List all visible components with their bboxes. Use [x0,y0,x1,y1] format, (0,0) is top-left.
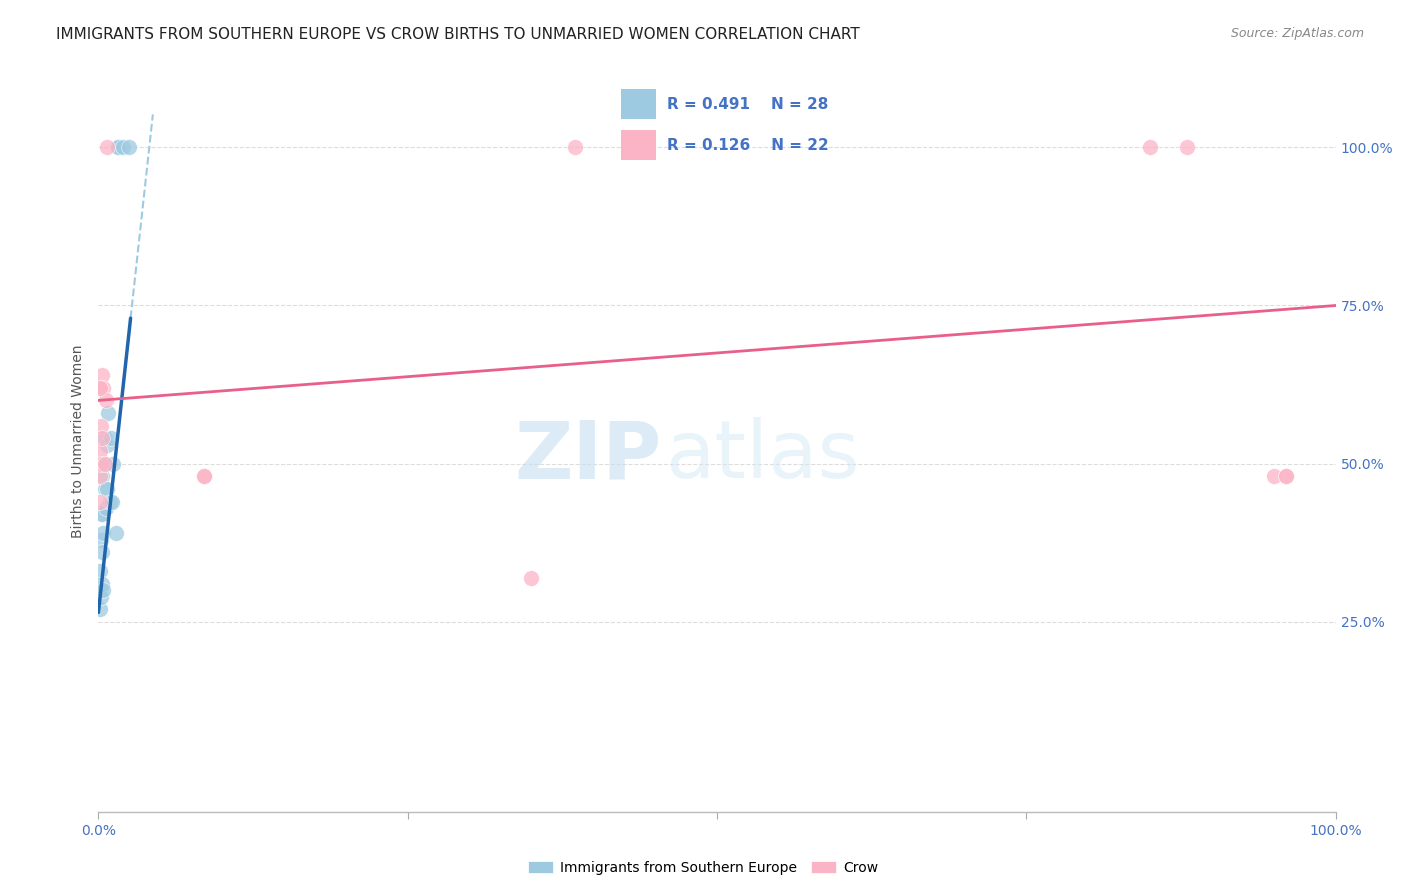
Point [90,457,112,471]
Point [90,508,112,522]
Point [1275,469,1298,483]
Point [1263,469,1285,483]
Legend: Immigrants from Southern Europe, Crow: Immigrants from Southern Europe, Crow [523,855,883,880]
Point [90,418,112,433]
Point [91,368,114,383]
Point [89,381,111,395]
Point [118,140,141,154]
Point [96,140,118,154]
Point [96,482,118,496]
Point [107,140,129,154]
Point [520,571,543,585]
Point [1275,469,1298,483]
Point [91,508,114,522]
Y-axis label: Births to Unmarried Women: Births to Unmarried Women [70,345,84,538]
Point [89,583,111,598]
Point [93,482,115,496]
Point [89,564,111,578]
Point [89,469,111,483]
Point [107,140,129,154]
Text: IMMIGRANTS FROM SOUTHERN EUROPE VS CROW BIRTHS TO UNMARRIED WOMEN CORRELATION CH: IMMIGRANTS FROM SOUTHERN EUROPE VS CROW … [56,27,860,42]
Point [91,577,114,591]
Point [89,381,111,395]
Point [103,457,125,471]
Point [89,444,111,458]
Point [193,469,215,483]
Point [91,431,114,445]
Text: Source: ZipAtlas.com: Source: ZipAtlas.com [1230,27,1364,40]
Point [193,469,215,483]
Point [100,431,122,445]
Point [94,393,117,408]
Point [93,431,115,445]
Point [91,469,114,483]
Point [93,457,115,471]
Point [91,545,114,559]
Point [97,406,120,420]
Point [98,494,121,508]
Point [94,500,117,515]
Point [96,438,118,452]
Point [112,140,135,154]
Point [89,602,111,616]
Point [93,381,115,395]
Point [101,494,124,508]
Point [1175,140,1198,154]
Text: ZIP: ZIP [515,417,661,495]
Point [564,140,586,154]
Point [89,494,111,508]
Text: atlas: atlas [665,417,859,495]
Point [94,457,117,471]
Point [104,526,127,541]
Point [93,526,115,541]
Point [1139,140,1161,154]
Point [90,590,112,604]
Point [93,583,115,598]
Point [90,533,112,547]
